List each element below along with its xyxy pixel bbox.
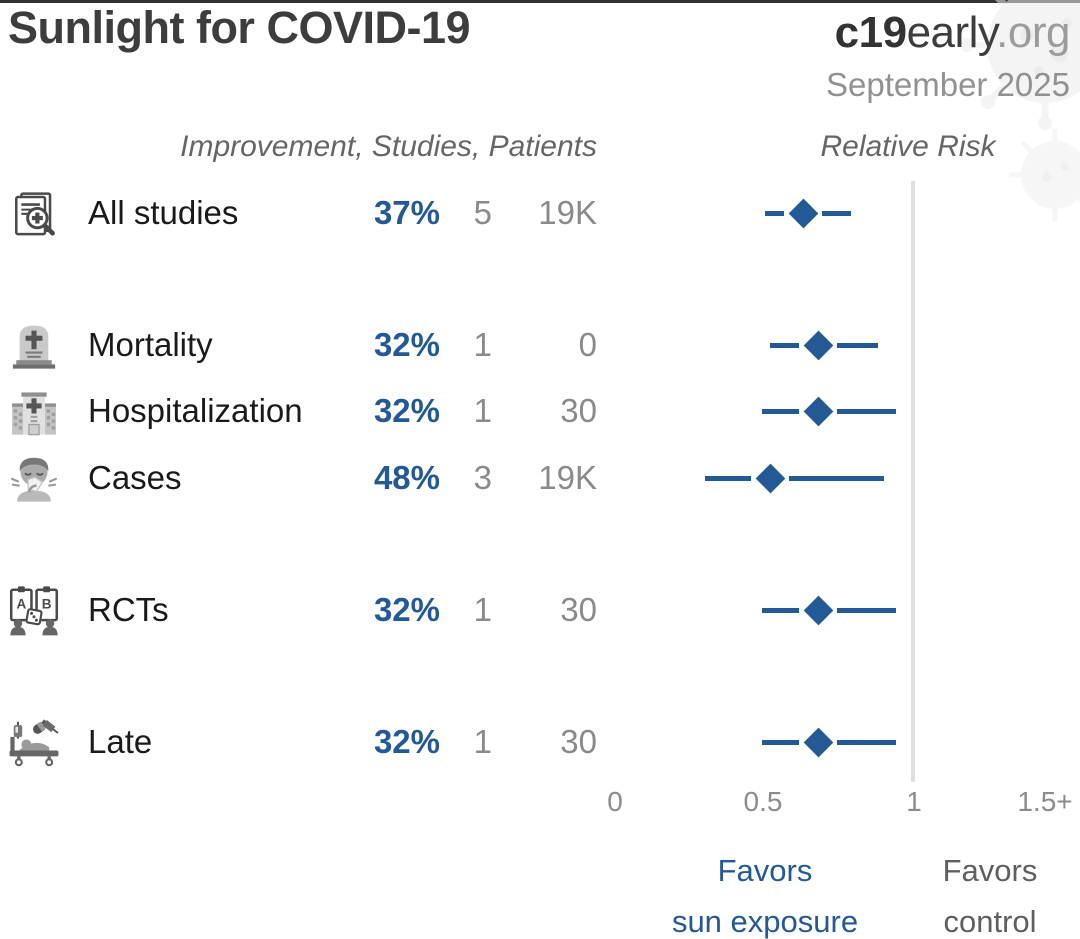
studies-count: 1 — [473, 723, 492, 760]
favors-treatment-line2: sun exposure — [671, 904, 859, 939]
hospitalization-icon — [6, 380, 62, 442]
axis-tick-1-5: 1.5+ — [1017, 786, 1073, 817]
patients-count: 19K — [538, 459, 597, 496]
studies-count: 1 — [473, 591, 492, 628]
cases-icon — [6, 447, 62, 509]
axis-tick-0: 0 — [607, 786, 623, 817]
ci-line-right — [789, 475, 885, 481]
improvement-value: 37% — [373, 194, 440, 231]
table-row-all-studies: All studies 37% 5 19K — [0, 180, 1080, 246]
studies-count: 1 — [473, 326, 492, 363]
patients-count: 0 — [578, 326, 597, 363]
ci-line-right — [837, 342, 879, 348]
favors-control-label: Favors control — [880, 845, 1080, 939]
site-logo-regular: early — [906, 8, 997, 57]
rcts-icon: A B — [6, 579, 62, 641]
favors-treatment-label: Favors sun exposure — [615, 845, 915, 939]
ci-line-right — [837, 739, 897, 745]
studies-count: 1 — [473, 392, 492, 429]
page-title: Sunlight for COVID-19 — [8, 2, 471, 53]
ci-line-right — [837, 607, 897, 613]
table-row-cases: Cases 48% 3 19K — [0, 445, 1080, 511]
table-row-late: Late 32% 1 30 — [0, 709, 1080, 775]
row-label: Cases — [88, 459, 182, 496]
studies-count: 3 — [473, 459, 492, 496]
ci-line-right — [822, 210, 852, 216]
reference-line — [911, 181, 915, 782]
axis-tick-0-5: 0.5 — [743, 786, 783, 817]
patients-count: 19K — [538, 194, 597, 231]
axis-tick-1: 1 — [906, 786, 922, 817]
ci-line-left — [764, 210, 785, 216]
patients-count: 30 — [560, 591, 597, 628]
site-logo-bold: c19 — [834, 8, 907, 57]
ci-line-left — [704, 475, 752, 481]
row-label: Hospitalization — [88, 392, 303, 429]
ci-line-left — [761, 408, 800, 414]
right-column-header: Relative Risk — [820, 130, 996, 163]
row-label: Late — [88, 723, 153, 760]
improvement-value: 32% — [373, 392, 440, 429]
improvement-value: 32% — [373, 591, 440, 628]
mortality-icon — [6, 314, 62, 376]
improvement-value: 48% — [373, 459, 440, 496]
improvement-value: 32% — [373, 326, 440, 363]
favors-control-line2: control — [943, 904, 1037, 939]
ci-line-left — [761, 739, 800, 745]
table-row-hospitalization: Hospitalization 32% 1 30 — [0, 378, 1080, 444]
favors-treatment-line1: Favors — [717, 853, 813, 888]
table-row-mortality: Mortality 32% 1 0 — [0, 312, 1080, 378]
site-logo-tld: .org — [996, 8, 1070, 57]
svg-text:B: B — [42, 596, 52, 611]
top-border — [0, 0, 1080, 3]
svg-text:A: A — [16, 596, 26, 611]
row-label: RCTs — [88, 591, 169, 628]
studies-count: 5 — [473, 194, 492, 231]
favors-control-line1: Favors — [942, 853, 1038, 888]
all-studies-icon — [6, 182, 62, 244]
ci-line-left — [761, 607, 800, 613]
date-label: September 2025 — [825, 66, 1070, 103]
row-label: Mortality — [88, 326, 213, 363]
site-logo: c19early.org — [834, 8, 1071, 58]
late-icon — [6, 711, 62, 773]
ci-line-right — [837, 408, 897, 414]
patients-count: 30 — [560, 723, 597, 760]
patients-count: 30 — [560, 392, 597, 429]
row-label: All studies — [88, 194, 239, 231]
improvement-value: 32% — [373, 723, 440, 760]
left-column-header: Improvement, Studies, Patients — [180, 130, 597, 163]
ci-line-left — [770, 342, 800, 348]
table-row-rcts: A B RCTs 32% 1 30 — [0, 577, 1080, 643]
